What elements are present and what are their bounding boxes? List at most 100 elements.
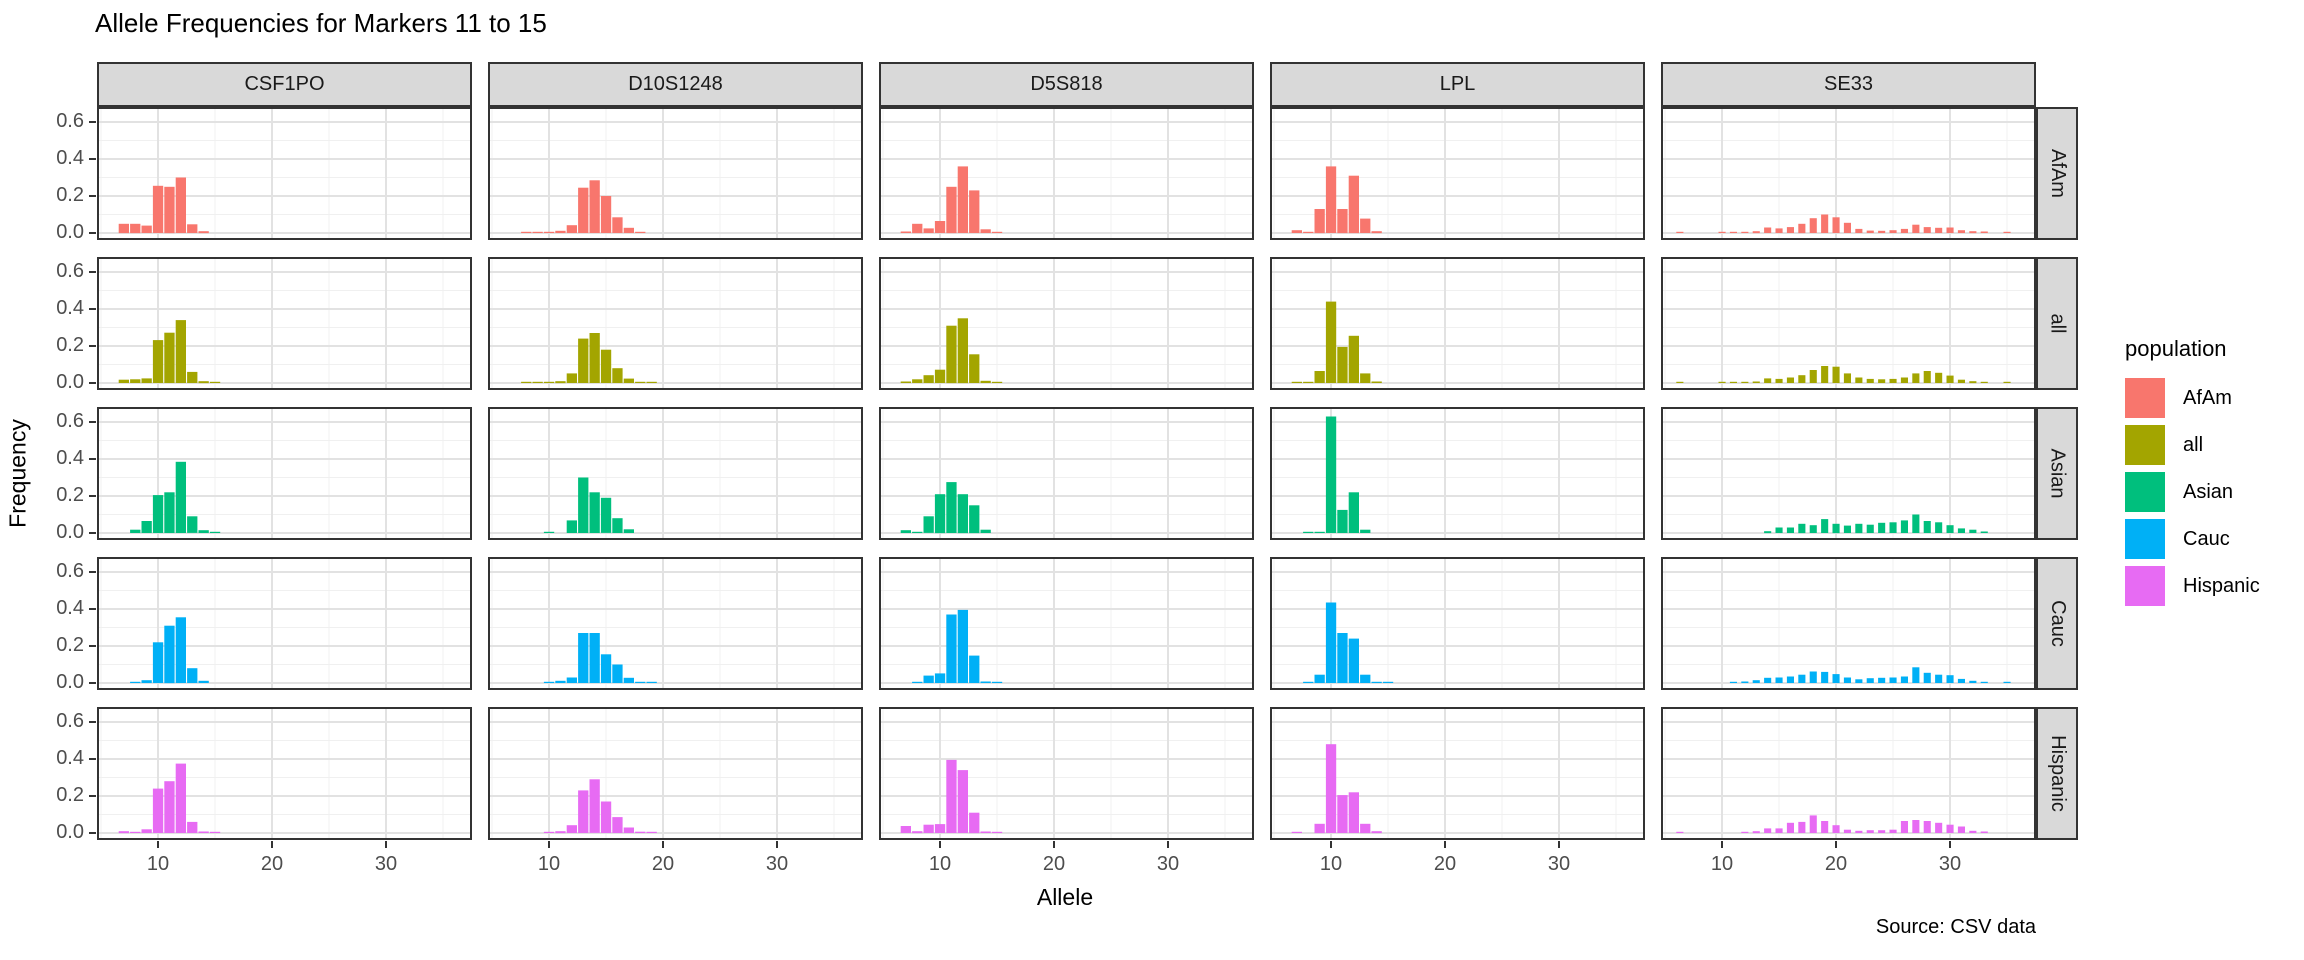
bar-D10S1248-all-17 [623,378,634,383]
y-tick-label: 0.6 [56,560,84,582]
bar-SE33-Asian-14 [1764,531,1772,534]
bar-SE33-AfAm-13 [1752,231,1760,234]
bar-SE33-Asian-18 [1809,525,1817,533]
bar-LPL-AfAm-12 [1348,175,1359,234]
legend-title: population [2125,336,2227,361]
bar-D5S818-Asian-7 [900,530,911,533]
bar-CSF1PO-all-13 [187,371,198,383]
bar-LPL-Cauc-10 [1325,602,1337,683]
facet-column-strip-LPL: LPL [1270,62,1645,107]
bar-D5S818-Cauc-9 [923,675,934,683]
facet-column-strip-D5S818: D5S818 [879,62,1254,107]
x-tick-label: 30 [1938,853,1962,875]
bar-SE33-Cauc-29 [1935,674,1943,683]
bar-D5S818-all-15 [991,381,1003,383]
y-tick-label: 0.0 [56,821,84,843]
legend-label: AfAm [2183,386,2232,409]
y-axis-title: Frequency [4,419,31,528]
bar-CSF1PO-AfAm-13 [187,224,198,233]
bar-CSF1PO-Cauc-13 [187,668,198,683]
bar-SE33-Hispanic-14 [1764,828,1772,833]
bar-D10S1248-all-18 [635,381,646,383]
bar-SE33-all-13 [1752,381,1760,383]
bar-D5S818-AfAm-7 [900,231,911,233]
x-tick-mark [1053,841,1055,848]
bar-SE33-Asian-32 [1969,529,1977,533]
bar-D5S818-AfAm-13 [969,190,980,233]
legend-item-all: all [2125,425,2260,465]
facet-panel-D10S1248-AfAm [488,107,863,240]
facet-panel-LPL-all [1270,257,1645,390]
facet-panel-D10S1248-Cauc [488,557,863,690]
facet-panel-CSF1PO-Asian [97,407,472,540]
bar-SE33-AfAm-26 [1900,228,1908,233]
bar-D5S818-Cauc-13 [969,655,980,683]
bar-CSF1PO-Cauc-10 [152,642,164,683]
bar-LPL-Hispanic-12 [1348,792,1359,833]
bar-CSF1PO-AfAm-12 [175,177,186,233]
bar-D10S1248-all-13 [578,338,589,383]
bar-SE33-Asian-33 [1980,531,1988,533]
bar-SE33-Hispanic-31 [1957,826,1965,833]
bar-SE33-Cauc-18 [1809,671,1817,683]
bar-SE33-Hispanic-26 [1900,821,1908,833]
bar-SE33-all-16 [1786,377,1794,383]
bar-D5S818-Cauc-8 [912,681,923,683]
x-tick-label: 20 [260,853,284,875]
bar-SE33-all-29 [1935,372,1943,383]
bar-D5S818-Cauc-10 [934,673,946,683]
bar-SE33-Cauc-31 [1957,678,1965,683]
x-tick-label: 20 [1433,853,1457,875]
facet-panel-CSF1PO-AfAm [97,107,472,240]
bar-LPL-Cauc-13 [1360,674,1371,683]
legend-label: all [2183,433,2204,456]
legend: population AfAm all Asian Cauc Hispanic [2125,336,2260,613]
bar-SE33-all-28 [1923,371,1931,383]
bar-D10S1248-all-8 [521,381,532,383]
bar-SE33-AfAm-11 [1729,231,1737,233]
bar-SE33-Hispanic-18 [1809,815,1817,833]
y-tick-label: 0.2 [56,334,84,356]
bar-LPL-Asian-9 [1314,531,1325,533]
bar-D5S818-AfAm-10 [934,221,946,233]
facet-row-strip-Hispanic: Hispanic [2036,707,2078,840]
facet-panel-LPL-Cauc [1270,557,1645,690]
bar-CSF1PO-all-7 [118,379,129,383]
bar-SE33-all-11 [1729,381,1737,383]
bar-D10S1248-Hispanic-19 [646,831,657,833]
legend-item-AfAm: AfAm [2125,378,2260,418]
bar-SE33-Cauc-12 [1741,681,1749,683]
bar-LPL-Cauc-9 [1314,674,1325,683]
bar-SE33-AfAm-16 [1786,227,1794,233]
x-tick-mark [1949,841,1951,848]
bar-CSF1PO-Asian-8 [130,529,141,533]
x-tick-label: 10 [537,853,561,875]
bar-D5S818-AfAm-9 [923,228,934,233]
bar-SE33-Hispanic-30 [1946,824,1954,833]
bar-D10S1248-AfAm-17 [623,227,634,233]
facet-panel-SE33-all [1661,257,2036,390]
bar-D5S818-all-9 [923,375,934,383]
bar-LPL-Asian-10 [1325,416,1337,533]
bar-CSF1PO-Hispanic-11 [164,781,175,833]
bar-D10S1248-Asian-16 [612,518,623,533]
facet-panel-LPL-Asian [1270,407,1645,540]
bar-CSF1PO-Cauc-11 [164,625,175,684]
bar-SE33-AfAm-35 [2003,231,2011,233]
bar-SE33-Hispanic-22 [1855,830,1863,833]
facet-panel-D10S1248-Asian [488,407,863,540]
bar-D10S1248-Hispanic-13 [578,790,589,833]
bar-D5S818-all-13 [969,354,980,383]
bar-SE33-AfAm-29 [1935,227,1943,233]
bar-SE33-Hispanic-33 [1980,831,1988,833]
bar-D10S1248-Asian-17 [623,529,634,533]
bar-SE33-Asian-26 [1900,520,1908,533]
bar-SE33-Cauc-13 [1752,680,1760,683]
bar-SE33-all-20 [1832,366,1840,383]
bar-CSF1PO-AfAm-14 [198,231,209,234]
bar-LPL-Hispanic-10 [1325,744,1337,833]
bar-LPL-AfAm-10 [1325,166,1337,233]
bar-D5S818-Asian-8 [912,531,923,533]
bar-SE33-all-12 [1741,381,1749,383]
bar-SE33-Cauc-35 [2003,681,2011,683]
